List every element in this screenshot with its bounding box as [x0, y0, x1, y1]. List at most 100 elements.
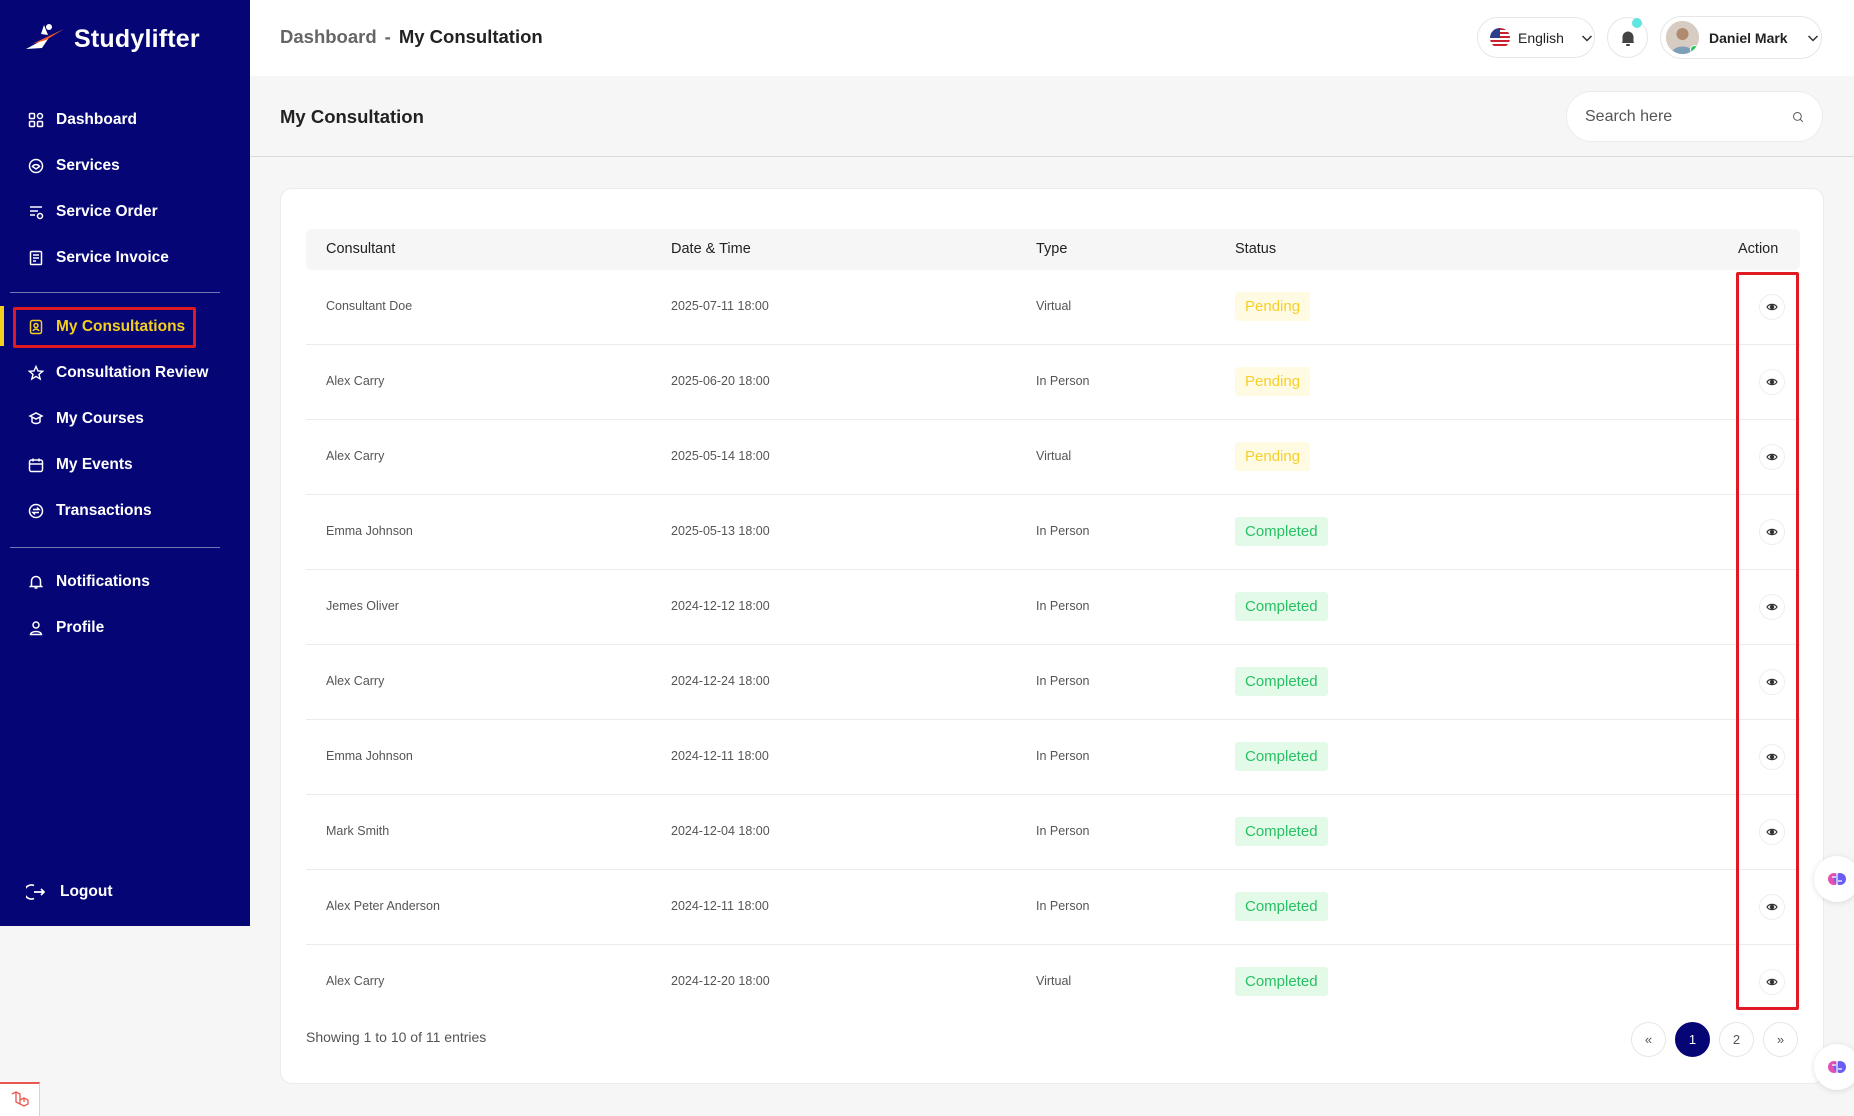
search-icon[interactable]	[1792, 107, 1804, 127]
eye-icon	[1766, 678, 1778, 686]
brand[interactable]: Studylifter	[24, 22, 200, 56]
pagination-page-1[interactable]: 1	[1675, 1022, 1710, 1057]
online-status-dot	[1690, 45, 1699, 54]
eye-icon	[1766, 378, 1778, 386]
sidebar-item-notifications[interactable]: Notifications	[28, 567, 150, 597]
view-button[interactable]	[1759, 969, 1785, 995]
sidebar-divider	[10, 292, 220, 293]
table-header: Consultant Date & Time Type Status Actio…	[306, 229, 1800, 270]
consultant-name: Alex Peter Anderson	[326, 899, 440, 913]
view-button[interactable]	[1759, 819, 1785, 845]
date-time: 2025-06-20 18:00	[671, 374, 770, 388]
avatar	[1666, 21, 1699, 54]
chevron-down-icon	[1807, 34, 1818, 42]
status-badge: Completed	[1235, 592, 1328, 621]
eye-icon	[1766, 303, 1778, 311]
column-consultant: Consultant	[326, 241, 396, 257]
status-badge: Completed	[1235, 892, 1328, 921]
breadcrumb-root[interactable]: Dashboard	[280, 26, 377, 47]
consultation-type: Virtual	[1036, 974, 1072, 988]
status-badge: Completed	[1235, 742, 1328, 771]
view-button[interactable]	[1759, 669, 1785, 695]
view-button[interactable]	[1759, 594, 1785, 620]
user-name: Daniel Mark	[1709, 29, 1788, 46]
sidebar-item-services[interactable]: Services	[28, 151, 120, 181]
column-date-time: Date & Time	[671, 241, 751, 257]
pagination-page-2[interactable]: 2	[1719, 1022, 1754, 1057]
eye-icon	[1766, 603, 1778, 611]
table-row: Alex Carry 2025-06-20 18:00 In Person Pe…	[306, 345, 1800, 420]
eye-icon	[1766, 903, 1778, 911]
brain-icon	[1828, 1061, 1846, 1073]
consultation-type: In Person	[1036, 749, 1090, 763]
active-indicator	[0, 306, 4, 346]
top-header: Dashboard - My Consultation English	[250, 0, 1854, 76]
table-row: Emma Johnson 2024-12-11 18:00 In Person …	[306, 720, 1800, 795]
view-button[interactable]	[1759, 294, 1785, 320]
sidebar-item-my-consultations[interactable]: My Consultations	[28, 312, 185, 342]
dashboard-icon	[28, 112, 44, 128]
invoice-icon	[29, 250, 43, 266]
view-button[interactable]	[1759, 444, 1785, 470]
date-time: 2025-05-14 18:00	[671, 449, 770, 463]
breadcrumb-separator: -	[384, 26, 391, 47]
sidebar-item-label: Service Order	[56, 203, 158, 220]
laravel-logo-icon[interactable]	[0, 1082, 40, 1116]
sidebar-item-service-order[interactable]: Service Order	[28, 197, 158, 227]
column-action: Action	[1738, 241, 1779, 257]
consultation-type: In Person	[1036, 524, 1090, 538]
consultations-card: Consultant Date & Time Type Status Actio…	[280, 188, 1824, 1084]
sidebar-item-transactions[interactable]: Transactions	[28, 496, 152, 526]
ai-assistant-button[interactable]	[1814, 1044, 1854, 1090]
ai-assistant-button[interactable]	[1814, 856, 1854, 902]
sidebar-item-label: Service Invoice	[56, 249, 169, 266]
sidebar-item-consultation-review[interactable]: Consultation Review	[28, 358, 208, 388]
pagination-first[interactable]: «	[1631, 1022, 1666, 1057]
status-badge: Completed	[1235, 817, 1328, 846]
consultation-type: In Person	[1036, 599, 1090, 613]
consultation-type: In Person	[1036, 824, 1090, 838]
status-badge: Pending	[1235, 367, 1311, 396]
consultation-type: In Person	[1036, 674, 1090, 688]
bell-icon	[1621, 31, 1634, 46]
consultation-type: In Person	[1036, 899, 1090, 913]
sidebar-item-my-events[interactable]: My Events	[28, 450, 133, 480]
logout-label: Logout	[60, 883, 113, 900]
status-badge: Completed	[1235, 667, 1328, 696]
courses-icon	[28, 412, 44, 425]
consultant-name: Emma Johnson	[326, 524, 413, 538]
search-input[interactable]	[1585, 107, 1792, 126]
sidebar-item-profile[interactable]: Profile	[28, 613, 104, 643]
entries-summary: Showing 1 to 10 of 11 entries	[306, 1029, 487, 1045]
sidebar-item-dashboard[interactable]: Dashboard	[28, 105, 137, 135]
language-selector[interactable]: English	[1477, 17, 1595, 58]
user-menu[interactable]: Daniel Mark	[1660, 16, 1822, 59]
consultant-name: Consultant Doe	[326, 299, 413, 313]
status-badge: Pending	[1235, 442, 1311, 471]
date-time: 2024-12-20 18:00	[671, 974, 770, 988]
search-box[interactable]	[1566, 91, 1823, 142]
chevron-down-icon	[1581, 34, 1592, 42]
calendar-icon	[28, 458, 44, 473]
sidebar-item-label: Profile	[56, 619, 105, 636]
consultant-name: Emma Johnson	[326, 749, 413, 763]
view-button[interactable]	[1759, 894, 1785, 920]
table-row: Jemes Oliver 2024-12-12 18:00 In Person …	[306, 570, 1800, 645]
sidebar-item-service-invoice[interactable]: Service Invoice	[28, 243, 169, 273]
pagination-last[interactable]: »	[1763, 1022, 1798, 1057]
table-row: Consultant Doe 2025-07-11 18:00 Virtual …	[306, 270, 1800, 345]
service-order-icon	[30, 206, 44, 220]
consultation-icon	[29, 319, 43, 335]
logout-button[interactable]: Logout	[26, 882, 113, 902]
notifications-button[interactable]	[1607, 17, 1648, 58]
sidebar-item-my-courses[interactable]: My Courses	[28, 404, 144, 434]
column-status: Status	[1235, 241, 1277, 257]
breadcrumb: Dashboard - My Consultation	[280, 26, 543, 48]
consultant-name: Jemes Oliver	[326, 599, 399, 613]
table-row: Alex Carry 2025-05-14 18:00 Virtual Pend…	[306, 420, 1800, 495]
eye-icon	[1766, 528, 1778, 536]
view-button[interactable]	[1759, 744, 1785, 770]
view-button[interactable]	[1759, 369, 1785, 395]
view-button[interactable]	[1759, 519, 1785, 545]
sidebar: Studylifter Dashboard Services Service O…	[0, 0, 250, 926]
